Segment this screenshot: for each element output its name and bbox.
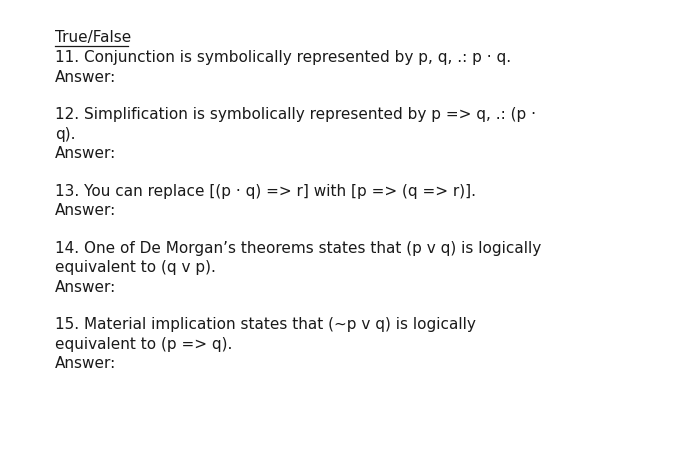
Text: True/False: True/False bbox=[55, 30, 132, 45]
Text: Answer:: Answer: bbox=[55, 279, 116, 295]
Text: equivalent to (q v p).: equivalent to (q v p). bbox=[55, 260, 216, 275]
Text: Answer:: Answer: bbox=[55, 70, 116, 85]
Text: 11. Conjunction is symbolically represented by p, q, .: p · q.: 11. Conjunction is symbolically represen… bbox=[55, 51, 511, 65]
Text: 15. Material implication states that (~p v q) is logically: 15. Material implication states that (~p… bbox=[55, 317, 476, 332]
Text: 13. You can replace [(p · q) => r] with [p => (q => r)].: 13. You can replace [(p · q) => r] with … bbox=[55, 184, 476, 198]
Text: Answer:: Answer: bbox=[55, 203, 116, 218]
Text: q).: q). bbox=[55, 127, 76, 142]
Text: Answer:: Answer: bbox=[55, 356, 116, 371]
Text: 12. Simplification is symbolically represented by p => q, .: (p ·: 12. Simplification is symbolically repre… bbox=[55, 107, 536, 122]
Text: equivalent to (p => q).: equivalent to (p => q). bbox=[55, 336, 232, 351]
Text: 14. One of De Morgan’s theorems states that (p v q) is logically: 14. One of De Morgan’s theorems states t… bbox=[55, 240, 541, 255]
Text: Answer:: Answer: bbox=[55, 146, 116, 161]
